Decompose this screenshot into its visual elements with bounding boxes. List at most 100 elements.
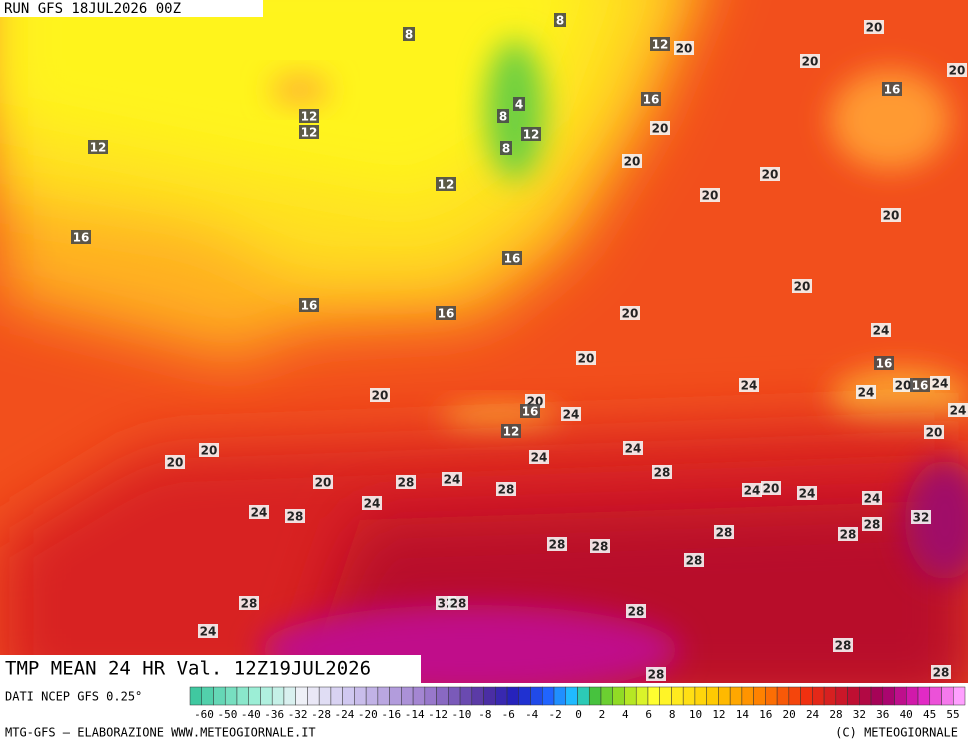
contour-label: 28 xyxy=(592,540,609,554)
label-box xyxy=(874,356,894,370)
contour-label: 12 xyxy=(652,38,669,52)
color-cell xyxy=(530,686,543,706)
contour-label: 28 xyxy=(716,526,733,540)
colorbar-label: -16 xyxy=(381,708,401,721)
contour-label: 24 xyxy=(950,404,967,418)
color-cell xyxy=(588,686,602,706)
color-cell xyxy=(647,686,660,706)
color-cell xyxy=(682,686,696,706)
color-cell xyxy=(953,686,966,706)
contour-label: 20 xyxy=(622,307,639,321)
color-cell xyxy=(248,686,261,706)
label-box xyxy=(362,496,382,510)
label-box xyxy=(554,13,566,27)
color-cell xyxy=(471,686,484,706)
label-box xyxy=(700,188,720,202)
label-box xyxy=(864,20,884,34)
contour-label: 28 xyxy=(686,554,703,568)
contour-label: 4 xyxy=(515,98,523,112)
colorbar-label: 36 xyxy=(876,708,889,721)
contour-label: 20 xyxy=(167,456,184,470)
contour-label: 20 xyxy=(883,209,900,223)
contour-label: 12 xyxy=(438,178,455,192)
label-box xyxy=(299,109,319,123)
contour-label: 20 xyxy=(652,122,669,136)
contour-label: 28 xyxy=(549,538,566,552)
label-box xyxy=(871,323,891,337)
label-box xyxy=(948,403,968,417)
label-box xyxy=(856,385,876,399)
label-box xyxy=(285,509,305,523)
color-cell xyxy=(577,686,590,706)
label-box xyxy=(881,208,901,222)
contour-label: 16 xyxy=(73,231,90,245)
contour-label: 16 xyxy=(504,252,521,266)
header-box xyxy=(0,0,263,17)
color-cell xyxy=(765,686,778,706)
label-box xyxy=(436,306,456,320)
label-box xyxy=(646,667,666,681)
color-cell xyxy=(318,686,332,706)
color-cell xyxy=(635,686,649,706)
colorbar-label: -4 xyxy=(525,708,539,721)
contour-label: 16 xyxy=(438,307,455,321)
color-cell xyxy=(236,686,249,706)
colorbar-label: 40 xyxy=(900,708,913,721)
color-cell xyxy=(495,686,508,706)
contour-label: 20 xyxy=(794,280,811,294)
colorbar-label: -28 xyxy=(311,708,331,721)
label-box xyxy=(622,154,642,168)
label-box xyxy=(714,525,734,539)
contour-label: 24 xyxy=(563,408,580,422)
label-box xyxy=(930,376,950,390)
label-box xyxy=(739,378,759,392)
label-box xyxy=(924,425,944,439)
label-box xyxy=(199,443,219,457)
label-box xyxy=(623,441,643,455)
label-box xyxy=(442,472,462,486)
contour-label: 8 xyxy=(405,28,413,42)
color-cell xyxy=(941,686,954,706)
colorbar-label: 10 xyxy=(689,708,702,721)
color-cell xyxy=(929,686,942,706)
color-cell xyxy=(823,686,837,706)
contour-label: 8 xyxy=(499,110,507,124)
color-cell xyxy=(729,686,743,706)
color-cell xyxy=(894,686,907,706)
contour-label: 28 xyxy=(654,466,671,480)
contour-label: 20 xyxy=(676,42,693,56)
color-cell xyxy=(694,686,707,706)
color-cell xyxy=(401,686,414,706)
footer-right: (C) METEOGIORNALE xyxy=(835,726,958,740)
colorbar-label: -2 xyxy=(548,708,561,721)
label-box xyxy=(403,27,415,41)
label-box xyxy=(501,424,521,438)
colorbar-label: 28 xyxy=(829,708,842,721)
contour-label: 20 xyxy=(895,379,912,393)
color-cell xyxy=(389,686,402,706)
label-box xyxy=(529,450,549,464)
label-box xyxy=(576,351,596,365)
label-box xyxy=(800,54,820,68)
color-cell xyxy=(859,686,872,706)
label-box xyxy=(684,553,704,567)
label-box xyxy=(239,596,259,610)
label-box xyxy=(742,483,762,497)
colorbar-label: 6 xyxy=(645,708,652,721)
source: DATI NCEP GFS 0.25° xyxy=(5,690,142,704)
label-box xyxy=(513,97,525,111)
colorbar-label: -6 xyxy=(502,708,515,721)
colorbar: -60 -50 -40 -36 -32 -28 -24 -20 -16 -14 -12 -10 -8 -6… xyxy=(189,686,966,721)
label-box xyxy=(496,482,516,496)
contour-label: 16 xyxy=(876,357,893,371)
label-box xyxy=(911,510,931,524)
run-info: RUN GFS 18JUL2026 00Z xyxy=(4,1,181,17)
label-box xyxy=(249,505,269,519)
label-box xyxy=(590,539,610,553)
colorbar-label: 55 xyxy=(946,708,959,721)
contour-label: 24 xyxy=(200,625,217,639)
colorbar-label: -20 xyxy=(358,708,378,721)
contour-label: 20 xyxy=(201,444,218,458)
colorbar-label: 4 xyxy=(622,708,629,721)
